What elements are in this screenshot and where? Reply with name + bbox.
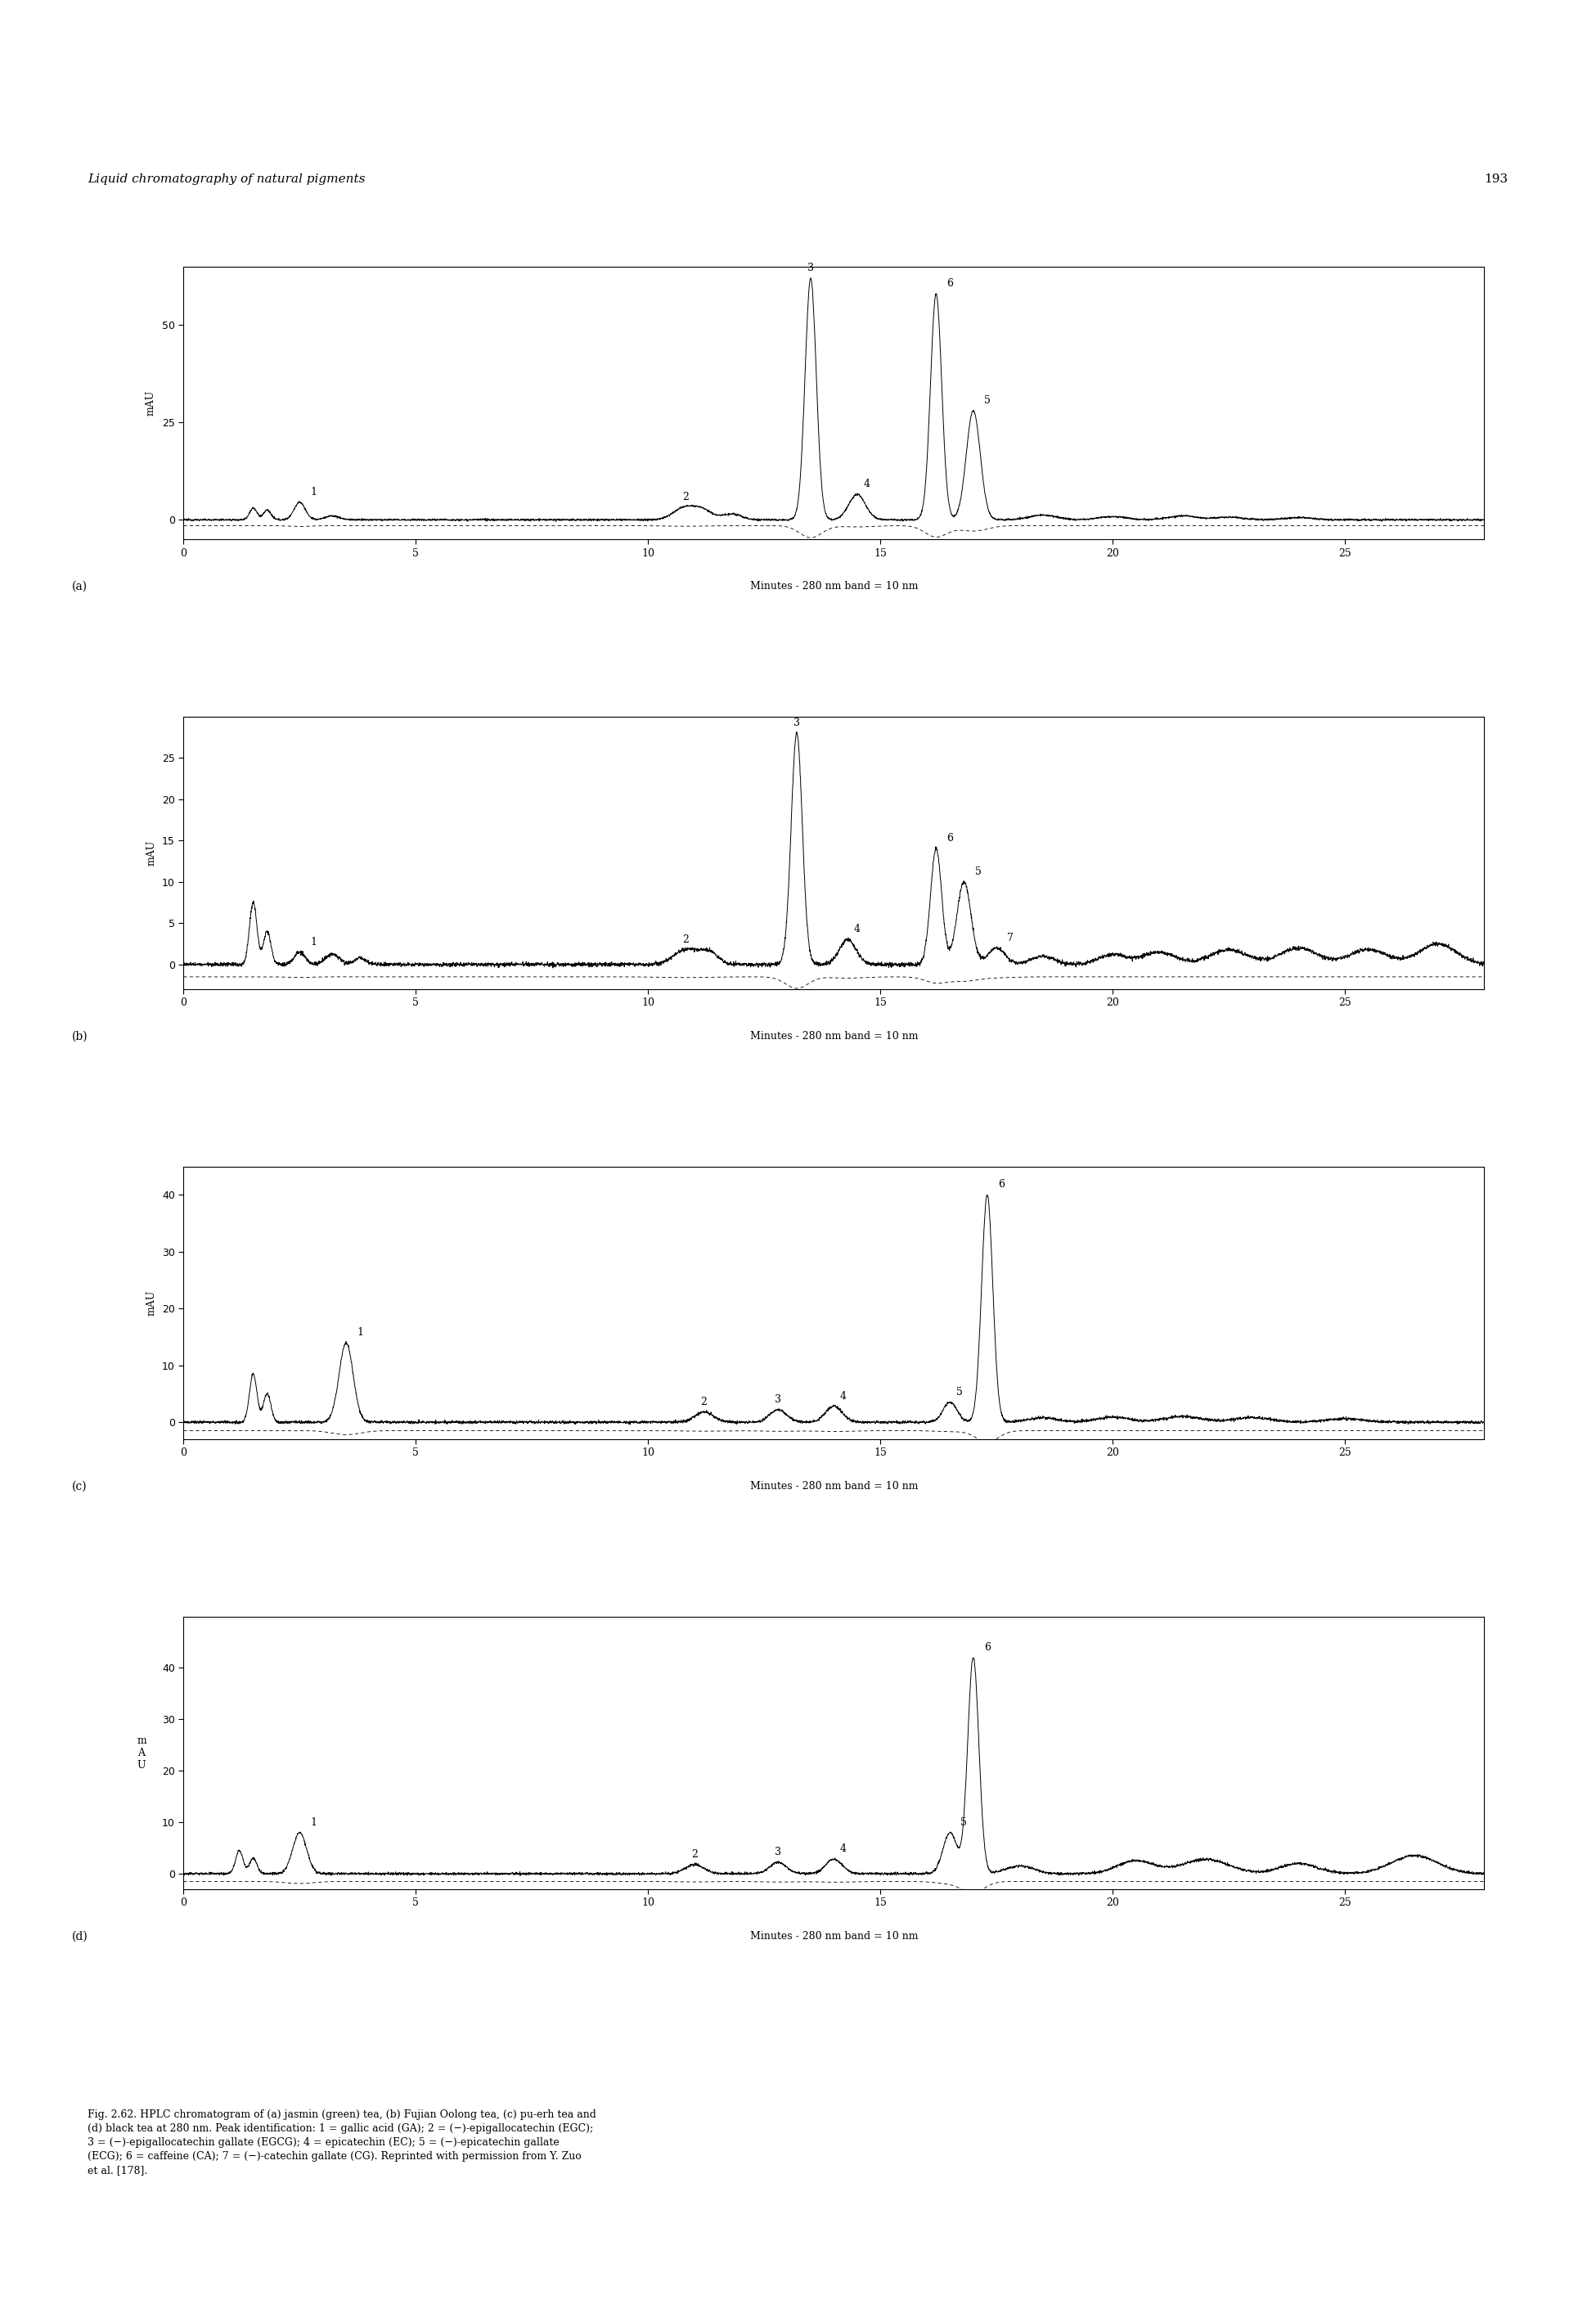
- Text: 2: 2: [681, 934, 688, 946]
- Text: 5: 5: [985, 394, 991, 406]
- Text: 6: 6: [985, 1641, 991, 1653]
- Text: Minutes - 280 nm band = 10 nm: Minutes - 280 nm band = 10 nm: [750, 582, 918, 591]
- Text: 4: 4: [839, 1391, 846, 1402]
- Text: 2: 2: [681, 491, 688, 503]
- Text: 7: 7: [1007, 932, 1013, 943]
- Text: 3: 3: [776, 1847, 782, 1857]
- Text: 1: 1: [310, 487, 318, 498]
- Y-axis label: m
A
U: m A U: [137, 1736, 147, 1771]
- Text: 3: 3: [793, 719, 800, 728]
- Text: (d): (d): [72, 1931, 88, 1942]
- Text: 6: 6: [946, 278, 953, 290]
- Text: 4: 4: [863, 480, 870, 489]
- Text: 6: 6: [946, 832, 953, 844]
- Text: 2: 2: [701, 1395, 707, 1407]
- Text: 5: 5: [975, 867, 982, 876]
- Text: 5: 5: [961, 1817, 967, 1827]
- Text: Liquid chromatography of natural pigments: Liquid chromatography of natural pigment…: [88, 174, 365, 185]
- Text: (b): (b): [72, 1032, 88, 1043]
- Text: 1: 1: [310, 936, 318, 948]
- Text: 3: 3: [808, 262, 814, 274]
- Y-axis label: mAU: mAU: [145, 1291, 156, 1317]
- Text: Fig. 2.62. HPLC chromatogram of (a) jasmin (green) tea, (b) Fujian Oolong tea, (: Fig. 2.62. HPLC chromatogram of (a) jasm…: [88, 2109, 597, 2177]
- Text: (a): (a): [72, 582, 88, 593]
- Text: 4: 4: [854, 925, 860, 934]
- Text: 4: 4: [839, 1843, 846, 1854]
- Y-axis label: mAU: mAU: [145, 389, 156, 415]
- Text: Minutes - 280 nm band = 10 nm: Minutes - 280 nm band = 10 nm: [750, 1931, 918, 1942]
- Text: 193: 193: [1484, 174, 1508, 185]
- Y-axis label: mAU: mAU: [145, 839, 156, 865]
- Text: 3: 3: [776, 1393, 782, 1405]
- Text: 1: 1: [358, 1328, 364, 1337]
- Text: 1: 1: [310, 1817, 318, 1827]
- Text: Minutes - 280 nm band = 10 nm: Minutes - 280 nm band = 10 nm: [750, 1481, 918, 1490]
- Text: 2: 2: [691, 1850, 697, 1859]
- Text: 6: 6: [997, 1180, 1004, 1189]
- Text: (c): (c): [72, 1481, 88, 1493]
- Text: Minutes - 280 nm band = 10 nm: Minutes - 280 nm band = 10 nm: [750, 1032, 918, 1041]
- Text: 5: 5: [956, 1386, 962, 1398]
